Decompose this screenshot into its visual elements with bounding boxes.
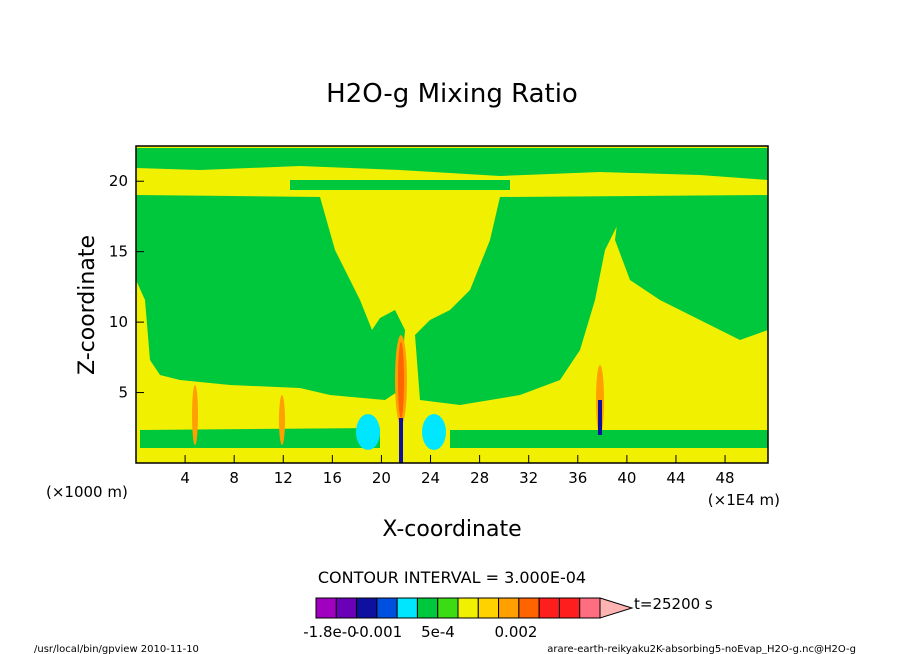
- colorbar-swatch-11: [538, 597, 560, 619]
- contour-green-bottom: [140, 428, 768, 448]
- contour-plume-x12: [279, 395, 285, 445]
- colorbar-swatch-1: [335, 597, 358, 619]
- y-tick-label-0: 5: [118, 384, 128, 402]
- colorbar-label-3: 0.002: [495, 623, 538, 641]
- contour-green-band: [290, 180, 510, 190]
- y-tick-label-1: 10: [109, 313, 128, 331]
- contour-red-plume: [398, 342, 404, 418]
- x-tick-label-10: 44: [666, 469, 685, 487]
- x-tick-label-9: 40: [617, 469, 636, 487]
- colorbar-labels: -1.8e-0-0.001 5e-4 0.002: [303, 623, 537, 641]
- x-tick-label-5: 24: [421, 469, 440, 487]
- colorbar-swatch-5: [416, 597, 439, 619]
- colorbar-swatch-3: [376, 597, 398, 619]
- footer-right: arare-earth-reikyaku2K-absorbing5-noEvap…: [547, 644, 856, 654]
- x-tick-label-8: 36: [568, 469, 587, 487]
- colorbar-swatch-4: [396, 597, 418, 619]
- colorbar: [315, 597, 634, 619]
- colorbar-label-0: -1.8e-0: [303, 623, 356, 641]
- x-tick-label-11: 48: [716, 469, 735, 487]
- contour-green-left: [136, 195, 405, 400]
- x-tick-label-7: 32: [519, 469, 538, 487]
- x-tick-label-0: 4: [180, 469, 190, 487]
- x-axis-unit-left: (×1000 m): [46, 483, 128, 501]
- footer-left: /usr/local/bin/gpview 2010-11-10: [34, 644, 199, 654]
- colorbar-swatch-9: [498, 597, 520, 619]
- plot-area: [135, 145, 769, 464]
- colorbar-arrow: [599, 597, 634, 619]
- contour-green-top: [136, 148, 768, 180]
- contour-cyan-right: [422, 414, 446, 450]
- y-tick-label-2: 15: [109, 243, 128, 261]
- x-axis-label: X-coordinate: [382, 517, 521, 542]
- chart-title: H2O-g Mixing Ratio: [326, 79, 578, 109]
- time-label: t=25200 s: [634, 595, 713, 613]
- colorbar-swatch-0: [315, 597, 337, 619]
- x-tick-label-6: 28: [470, 469, 489, 487]
- colorbar-swatch-10: [518, 597, 540, 619]
- x-tick-label-1: 8: [229, 469, 239, 487]
- x-tick-label-4: 20: [372, 469, 391, 487]
- y-axis: 5 10 15 20: [109, 172, 144, 402]
- colorbar-swatch-2: [356, 597, 378, 619]
- y-tick-label-3: 20: [109, 172, 128, 190]
- colorbar-label-2: 5e-4: [421, 623, 455, 641]
- contour-cyan-left: [356, 414, 380, 450]
- contour-interval-label: CONTOUR INTERVAL = 3.000E-04: [318, 568, 586, 587]
- y-axis-label: Z-coordinate: [75, 235, 100, 375]
- plot-frame: [135, 145, 769, 464]
- colorbar-swatch-7: [457, 597, 479, 619]
- contour-navy-core: [399, 418, 403, 463]
- colorbar-swatch-12: [558, 597, 581, 619]
- x-axis: 4 8 12 16 20 24 28 32 36 40 44 48: [180, 455, 735, 487]
- x-tick-label-3: 16: [323, 469, 342, 487]
- colorbar-label-1: -0.001: [354, 623, 402, 641]
- x-axis-unit-right: (×1E4 m): [708, 491, 780, 509]
- x-tick-label-2: 12: [274, 469, 293, 487]
- contour-green-right-upper: [615, 195, 768, 340]
- contour-green-right: [415, 195, 768, 405]
- colorbar-swatch-8: [477, 597, 500, 619]
- contour-plume-x4: [192, 385, 198, 445]
- contour-navy-core-x38: [598, 400, 602, 435]
- colorbar-swatch-6: [437, 597, 459, 619]
- colorbar-swatch-13: [579, 597, 601, 619]
